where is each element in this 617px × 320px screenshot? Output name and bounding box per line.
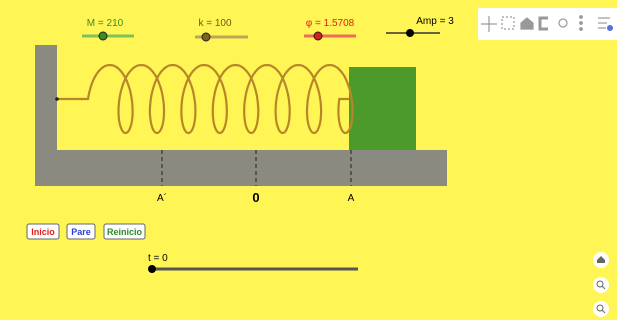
button-label: Pare <box>71 227 91 237</box>
zoom-controls <box>593 252 609 317</box>
button-label: Reinicio <box>107 227 143 237</box>
slider-knob[interactable] <box>202 33 210 41</box>
slider-knob[interactable] <box>99 32 107 40</box>
applet: M = 210 k = 100 φ = 1.5708 Amp = 3 A´ 0 … <box>0 0 617 320</box>
slider-knob[interactable] <box>314 32 322 40</box>
axis-label: 0 <box>252 190 259 205</box>
slider-label: k = 100 <box>198 18 232 29</box>
axis-label: A <box>348 193 355 204</box>
floor <box>35 150 447 186</box>
slider-label: Amp = 3 <box>416 16 454 27</box>
spring-anchor <box>55 97 59 101</box>
zoom-out-button[interactable] <box>593 301 609 317</box>
slider-label: φ = 1.5708 <box>306 18 355 29</box>
slider-label: t = 0 <box>148 253 168 264</box>
button-label: Inicio <box>31 227 55 237</box>
mass-block <box>349 67 416 150</box>
slider-knob[interactable] <box>148 265 156 273</box>
page: M = 210 k = 100 φ = 1.5708 Amp = 3 A´ 0 … <box>0 0 617 320</box>
slider-label: M = 210 <box>87 18 124 29</box>
toolbar <box>478 8 617 40</box>
axis-label: A´ <box>157 192 167 204</box>
wall <box>35 45 57 151</box>
slider-knob[interactable] <box>406 29 414 37</box>
zoom-in-button[interactable] <box>593 277 609 293</box>
